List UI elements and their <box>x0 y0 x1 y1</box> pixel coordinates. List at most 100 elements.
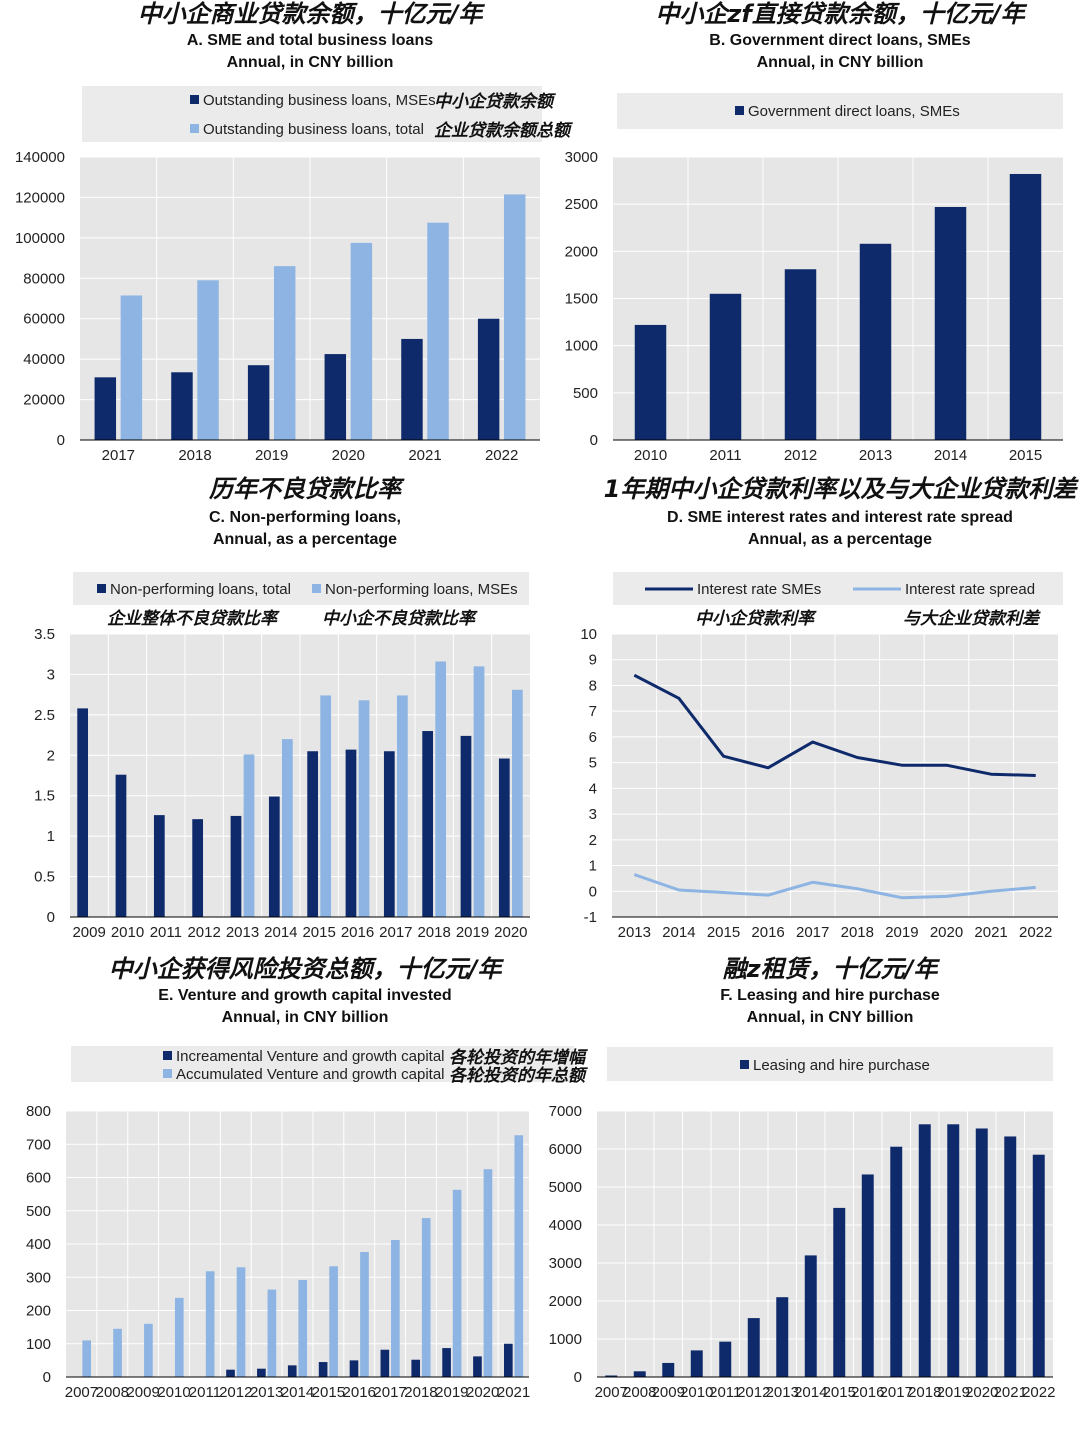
x-tick-label: 2017 <box>379 924 412 941</box>
bar <box>383 751 395 917</box>
chart-title-cn: 中小企获得风险投资总额，十亿元/年 <box>109 955 505 983</box>
bar <box>690 1350 703 1377</box>
x-tick-label: 2016 <box>341 924 374 941</box>
y-tick-label: 80000 <box>23 270 65 287</box>
x-tick-label: 2014 <box>662 924 695 941</box>
bar <box>144 1323 153 1377</box>
bar <box>498 758 510 917</box>
y-tick-label: 5 <box>589 755 597 772</box>
series-line <box>633 873 1036 900</box>
chart-title: D. SME interest rates and interest rate … <box>667 509 1013 526</box>
x-tick-label: 2019 <box>885 924 918 941</box>
y-tick-label: 4 <box>589 780 597 797</box>
y-tick-label: 1000 <box>549 1331 582 1348</box>
x-tick-label: 2015 <box>312 1384 345 1401</box>
bar <box>268 796 280 917</box>
x-tick-label: 2020 <box>930 924 963 941</box>
bar <box>324 354 347 440</box>
y-tick-label: 10 <box>580 626 597 643</box>
chart-title: A. SME and total business loans <box>187 32 433 49</box>
legend-box <box>617 93 1063 129</box>
y-tick-label: 0 <box>590 432 598 449</box>
x-tick-label: 2017 <box>880 1384 913 1401</box>
bar <box>511 689 523 917</box>
x-tick-label: 2019 <box>435 1384 468 1401</box>
bar <box>634 324 667 440</box>
bar <box>503 1343 513 1377</box>
legend-label-cn: 企业整体不良贷款比率 <box>107 609 280 629</box>
bar <box>380 1349 390 1377</box>
y-tick-label: 3000 <box>549 1255 582 1272</box>
x-tick-label: 2009 <box>72 924 105 941</box>
bar <box>514 1135 524 1377</box>
x-tick-label: 2017 <box>796 924 829 941</box>
y-tick-label: 3.5 <box>34 626 55 643</box>
x-tick-label: 2021 <box>497 1384 530 1401</box>
y-tick-label: 20000 <box>23 392 65 409</box>
bar <box>281 739 293 917</box>
x-tick-label: 2012 <box>187 924 220 941</box>
legend-box <box>607 1047 1053 1081</box>
bar <box>473 666 485 917</box>
y-tick-label: 9 <box>589 652 597 669</box>
chart-title-cn: 历年不良贷款比率 <box>208 475 405 503</box>
y-tick-label: 2.5 <box>34 707 55 724</box>
legend-swatch <box>190 124 199 133</box>
x-tick-label: 2009 <box>126 1384 159 1401</box>
bar <box>918 1124 931 1377</box>
y-tick-label: 0 <box>57 432 65 449</box>
y-tick-label: 2000 <box>549 1293 582 1310</box>
x-tick-label: 2020 <box>466 1384 499 1401</box>
bar <box>236 1267 246 1377</box>
chart-title: F. Leasing and hire purchase <box>720 987 940 1004</box>
bar <box>82 1340 92 1377</box>
bar <box>318 1362 328 1377</box>
x-tick-label: 2011 <box>709 1384 741 1401</box>
y-tick-label: 0 <box>589 883 597 900</box>
bar <box>307 751 319 917</box>
bar <box>171 372 193 440</box>
legend-label: Leasing and hire purchase <box>753 1057 930 1074</box>
legend-label: Outstanding business loans, total <box>203 121 424 138</box>
bar <box>94 377 117 440</box>
legend-label: Increamental Venture and growth capital <box>176 1048 445 1065</box>
legend-label-cn: 企业贷款余额总额 <box>434 121 573 141</box>
x-tick-label: 2013 <box>618 924 651 941</box>
legend-swatch <box>163 1069 172 1078</box>
x-tick-label: 2021 <box>994 1384 1027 1401</box>
x-tick-label: 2019 <box>456 924 489 941</box>
y-tick-label: 3000 <box>565 149 598 166</box>
y-tick-label: 0 <box>43 1369 51 1386</box>
chart-panel-f: 融z租赁，十亿元/年 F. Leasing and hire purchase An… <box>549 955 1056 1401</box>
bar <box>422 731 434 917</box>
x-tick-label: 2010 <box>680 1384 713 1401</box>
legend-label: Non-performing loans, total <box>110 581 291 598</box>
y-tick-label: 7000 <box>549 1103 582 1120</box>
x-tick-label: 2011 <box>709 447 741 464</box>
y-tick-label: 700 <box>26 1136 51 1153</box>
chart-subtitle: Annual, in CNY billion <box>757 54 924 71</box>
x-tick-label: 2018 <box>841 924 874 941</box>
chart-title-cn: 1年期中小企贷款利率以及与大企业贷款利差 <box>604 475 1080 503</box>
bar <box>861 1174 874 1377</box>
x-tick-label: 2019 <box>255 447 288 464</box>
chart-title: E. Venture and growth capital invested <box>158 987 451 1004</box>
y-tick-label: 6 <box>589 729 597 746</box>
legend-box <box>73 572 529 605</box>
bar <box>1009 173 1042 441</box>
chart-subtitle: Annual, in CNY billion <box>222 1009 389 1026</box>
chart-title: C. Non-performing loans, <box>209 509 401 526</box>
legend-label: Non-performing loans, MSEs <box>325 581 518 598</box>
bar <box>411 1359 421 1377</box>
x-tick-label: 2018 <box>404 1384 437 1401</box>
y-tick-label: 600 <box>26 1170 51 1187</box>
bar <box>287 1365 297 1377</box>
legend-label-cn: 各轮投资的年总额 <box>449 1066 588 1086</box>
x-tick-label: 2013 <box>250 1384 283 1401</box>
bar <box>747 1318 760 1377</box>
legend-label-cn: 各轮投资的年增幅 <box>449 1048 588 1068</box>
x-tick-label: 2022 <box>485 447 518 464</box>
y-tick-label: 1000 <box>565 338 598 355</box>
bar <box>197 280 219 440</box>
y-tick-label: 200 <box>26 1303 51 1320</box>
